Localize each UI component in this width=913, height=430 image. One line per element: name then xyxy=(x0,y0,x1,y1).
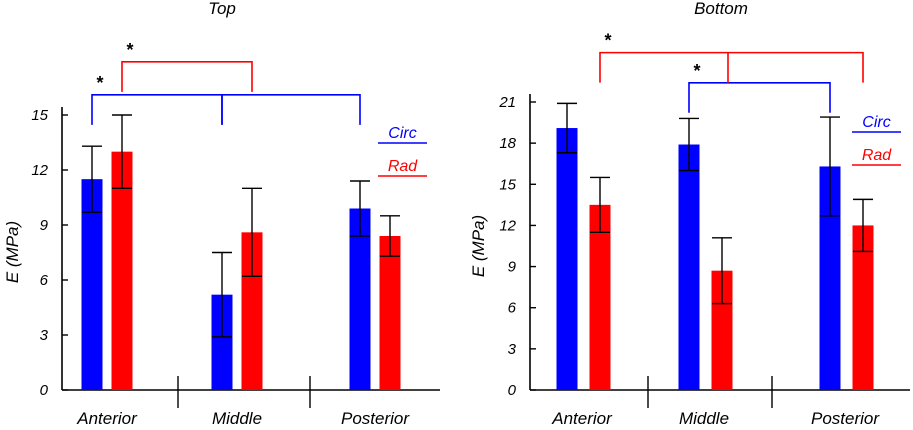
y-tick-label: 0 xyxy=(508,382,517,399)
bar-circ-anterior xyxy=(556,128,578,391)
chart-title: Bottom xyxy=(694,0,748,18)
significance-bracket-circ: * xyxy=(688,61,831,113)
y-tick-label: 6 xyxy=(40,272,49,289)
x-category-label-posterior: Posterior xyxy=(341,409,410,428)
bar-circ-posterior xyxy=(349,208,371,390)
legend-label: Circ xyxy=(388,125,416,142)
y-tick-label: 9 xyxy=(40,217,49,234)
y-tick-label: 3 xyxy=(40,327,49,344)
y-axis-label: E (MPa) xyxy=(3,221,22,283)
bar-circ-anterior xyxy=(81,179,103,390)
legend-entry-circ: Circ xyxy=(378,125,427,144)
y-tick-label: 6 xyxy=(508,300,517,317)
chart-title: Top xyxy=(208,0,236,18)
bracket-line xyxy=(121,61,253,92)
bar-rad-anterior xyxy=(111,151,133,390)
y-tick-label: 15 xyxy=(499,176,516,193)
significance-star: * xyxy=(693,61,700,81)
significance-star: * xyxy=(96,73,103,93)
bar-rad-middle xyxy=(711,270,733,390)
bar-rad-middle xyxy=(241,232,263,390)
bar-rad-posterior xyxy=(852,225,874,390)
y-tick-label: 18 xyxy=(499,135,516,152)
x-category-label-middle: Middle xyxy=(212,409,262,428)
y-axis-label: E (MPa) xyxy=(469,215,488,277)
bar-circ-middle xyxy=(211,294,233,390)
bar-circ-middle xyxy=(678,144,700,390)
legend-label: Circ xyxy=(862,114,890,131)
significance-bracket-circ: * xyxy=(91,73,361,125)
x-category-label-anterior: Anterior xyxy=(76,409,138,428)
y-tick-label: 0 xyxy=(40,382,49,399)
legend-entry-rad: Rad xyxy=(378,158,427,177)
significance-bracket-rad: * xyxy=(121,40,253,92)
significance-bracket-rad: * xyxy=(599,31,864,83)
x-category-label-posterior: Posterior xyxy=(811,409,880,428)
y-tick-label: 15 xyxy=(31,107,48,124)
y-tick-label: 21 xyxy=(498,94,516,111)
x-category-label-middle: Middle xyxy=(679,409,729,428)
y-tick-label: 3 xyxy=(508,341,517,358)
x-category-label-anterior: Anterior xyxy=(551,409,613,428)
chart-top: Top E (MPa) 0 3 6 9 12 15 Anterior Middle Posterio… xyxy=(3,0,440,428)
bracket-line xyxy=(91,94,361,125)
significance-star: * xyxy=(604,31,611,51)
legend-label: Rad xyxy=(862,147,892,164)
y-tick-label: 12 xyxy=(31,162,48,179)
bar-rad-anterior xyxy=(589,204,611,390)
bar-rad-posterior xyxy=(379,236,401,390)
bracket-line xyxy=(599,51,864,83)
bracket-line xyxy=(688,82,831,113)
legend-label: Rad xyxy=(388,158,418,175)
chart-bottom: Bottom E (MPa) 0 3 6 9 12 15 18 21 Anterior Middle P… xyxy=(469,0,910,428)
legend-entry-circ: Circ xyxy=(852,114,901,133)
significance-star: * xyxy=(126,40,133,60)
y-tick-label: 12 xyxy=(499,217,516,234)
legend-entry-rad: Rad xyxy=(852,147,901,166)
bar-circ-posterior xyxy=(819,166,841,390)
y-tick-label: 9 xyxy=(508,259,517,276)
